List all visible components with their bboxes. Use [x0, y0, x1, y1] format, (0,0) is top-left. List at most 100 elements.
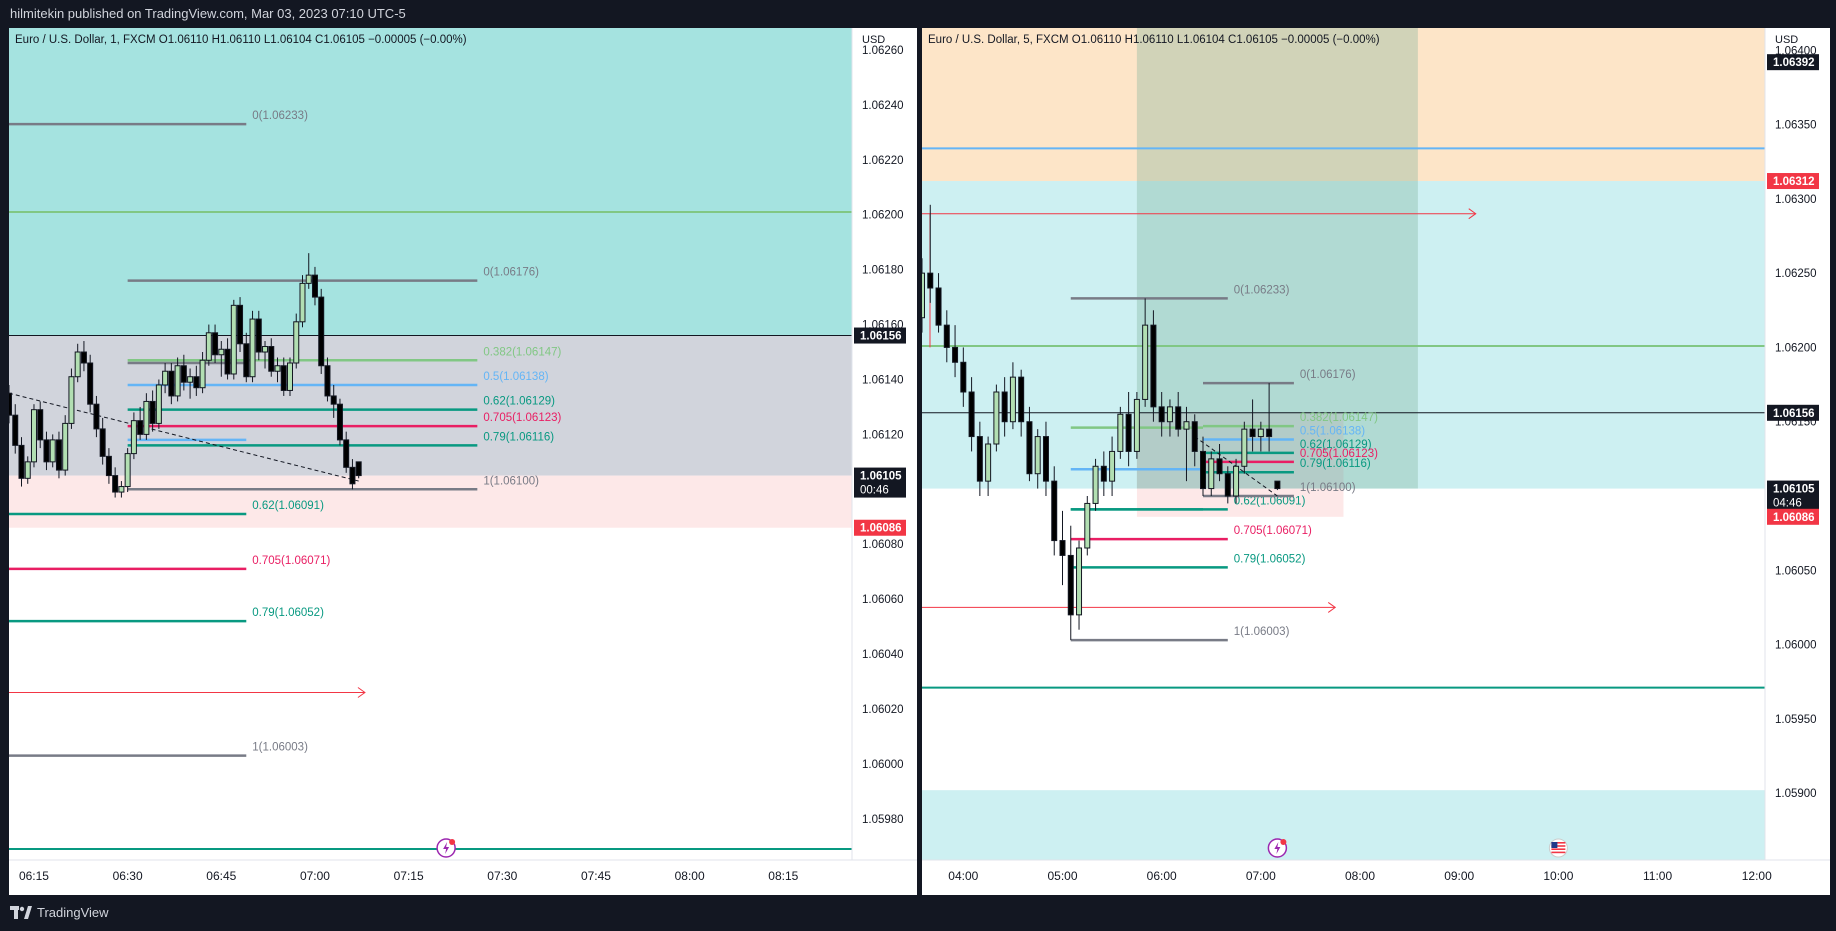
symbol-legend-left: Euro / U.S. Dollar, 1, FXCM O1.06110 H1.… — [15, 34, 467, 46]
price-label-countdown: 04:46 — [1773, 498, 1802, 510]
price-tick-label: 1.06240 — [862, 100, 904, 112]
candle-down — [1026, 421, 1033, 475]
fib-level-label: 0.62(1.06091) — [1234, 495, 1306, 507]
time-tick-label: 07:00 — [1246, 869, 1276, 883]
candle-up — [922, 272, 925, 319]
fib-level-label: 0.382(1.06147) — [1300, 412, 1378, 424]
candle-up — [1092, 465, 1099, 504]
time-tick-label: 08:00 — [675, 869, 705, 883]
time-axis: 04:00 05:00 06:00 07:00 08:00 09:00 10:00 11:00… — [922, 859, 1830, 895]
price-tick-label: 1.05950 — [1775, 714, 1817, 726]
publish-header: hilmitekin published on TradingView.com,… — [0, 0, 1836, 28]
price-label-tag — [1767, 54, 1819, 71]
candle-down — [43, 439, 50, 463]
candle-down — [112, 475, 119, 493]
fib-level-label: 0.705(1.06123) — [1300, 448, 1378, 460]
candle-up — [174, 365, 181, 397]
candle-up — [62, 422, 69, 471]
candle-down — [1200, 450, 1206, 490]
chart-canvas-left[interactable]: 0(1.06233) 0.62(1.06091) 0.705(1.06071) 0.7… — [9, 28, 917, 895]
candle-down — [311, 274, 318, 298]
red-arrow-head — [357, 687, 366, 698]
price-tick-label: 1.06120 — [862, 429, 904, 441]
candle-up — [143, 400, 150, 435]
candle-up — [293, 321, 300, 364]
candle-up — [1241, 428, 1248, 467]
alert-dot — [449, 839, 456, 845]
price-tick-label: 1.06350 — [1775, 120, 1817, 132]
time-tick-label: 11:00 — [1643, 869, 1672, 883]
time-tick-label: 06:15 — [19, 869, 49, 883]
candle-down — [1158, 406, 1165, 423]
candle-down — [927, 272, 934, 289]
price-label-text: 1.06392 — [1773, 57, 1815, 69]
price-label-tag — [1767, 173, 1819, 190]
candle-down — [318, 296, 325, 367]
price-tick-label: 1.06180 — [862, 265, 904, 277]
fib-level-label: 0.62(1.06129) — [483, 396, 555, 408]
candle-down — [349, 466, 356, 485]
price-tick-label: 1.06140 — [862, 374, 904, 386]
candle-up — [1034, 436, 1041, 475]
candle-up — [1142, 324, 1149, 400]
zone-gray-zone — [9, 335, 852, 476]
price-label-countdown: 00:46 — [860, 485, 889, 497]
candle-down — [193, 376, 200, 389]
candle-up — [1076, 547, 1083, 616]
candle-down — [1018, 376, 1025, 423]
price-label-text: 1.06156 — [1773, 408, 1815, 420]
price-label-tag — [854, 519, 906, 536]
flag-stripe — [1551, 851, 1566, 854]
time-axis: 06:15 06:30 06:45 07:00 07:15 07:30 07:45 08:00… — [9, 859, 917, 895]
highlight-time-band — [1136, 28, 1418, 489]
price-tick-label: 1.06200 — [862, 210, 904, 222]
footer-bar: TradingView — [0, 897, 1836, 931]
price-label-text: 1.06086 — [1773, 512, 1815, 524]
candle-up — [1109, 450, 1116, 482]
fib-level-label: 0.79(1.06052) — [1234, 553, 1306, 565]
fib-level-label: 0.5(1.06138) — [1300, 426, 1365, 438]
fib-level-label: 0(1.06233) — [252, 110, 308, 122]
fib-level-label: 0.79(1.06116) — [1300, 458, 1371, 470]
chart-canvas-right[interactable]: 0(1.06233) 0.62(1.06091) 0.705(1.06071) 0.7… — [922, 28, 1830, 895]
candle-down — [1059, 540, 1066, 556]
candle-up — [1009, 376, 1016, 423]
candle-up — [155, 384, 162, 424]
time-tick-label: 07:00 — [300, 869, 330, 883]
candle-up — [1183, 421, 1190, 430]
fib-level-label: 0(1.06233) — [1234, 284, 1290, 296]
price-label-tag — [1767, 508, 1819, 525]
symbol-legend-right: Euro / U.S. Dollar, 5, FXCM O1.06110 H1.… — [928, 34, 1380, 46]
chart-pane-right[interactable]: 0(1.06233) 0.62(1.06091) 0.705(1.06071) 0.7… — [922, 28, 1830, 895]
candle-up — [1084, 502, 1091, 549]
tradingview-logo[interactable]: TradingView — [10, 905, 109, 920]
candle-down — [9, 392, 12, 416]
candle-up — [205, 332, 212, 361]
zone-pink-zone — [1136, 488, 1344, 517]
fib-level-label: 0.79(1.06052) — [252, 607, 324, 619]
candle-down — [935, 287, 942, 326]
tradingview-logo-icon — [10, 905, 32, 919]
price-axis: 1.064001.063501.063001.062501.062001.061… — [1764, 28, 1830, 895]
candle-up — [274, 365, 281, 372]
chart-pane-left[interactable]: 0(1.06233) 0.62(1.06091) 0.705(1.06071) 0.7… — [9, 28, 917, 895]
candle-down — [237, 304, 244, 345]
time-tick-label: 09:00 — [1444, 869, 1474, 883]
candle-down — [1042, 436, 1049, 482]
candle-down — [1150, 324, 1157, 408]
candle-up — [249, 318, 256, 378]
candle-down — [18, 444, 25, 479]
red-arrow-head — [1468, 208, 1477, 220]
candle-up — [24, 461, 31, 479]
candle-down — [1191, 421, 1198, 452]
candle-down — [1125, 413, 1132, 452]
candle-down — [93, 403, 100, 430]
candle-up — [287, 362, 293, 391]
time-tick-label: 07:30 — [487, 869, 517, 883]
alert-dot — [1280, 839, 1287, 845]
candle-up — [230, 304, 237, 375]
time-tick-label: 06:30 — [113, 869, 143, 883]
candle-down — [960, 361, 967, 393]
fib-level-label: 1(1.06100) — [1300, 482, 1356, 494]
candle-up — [218, 348, 225, 356]
